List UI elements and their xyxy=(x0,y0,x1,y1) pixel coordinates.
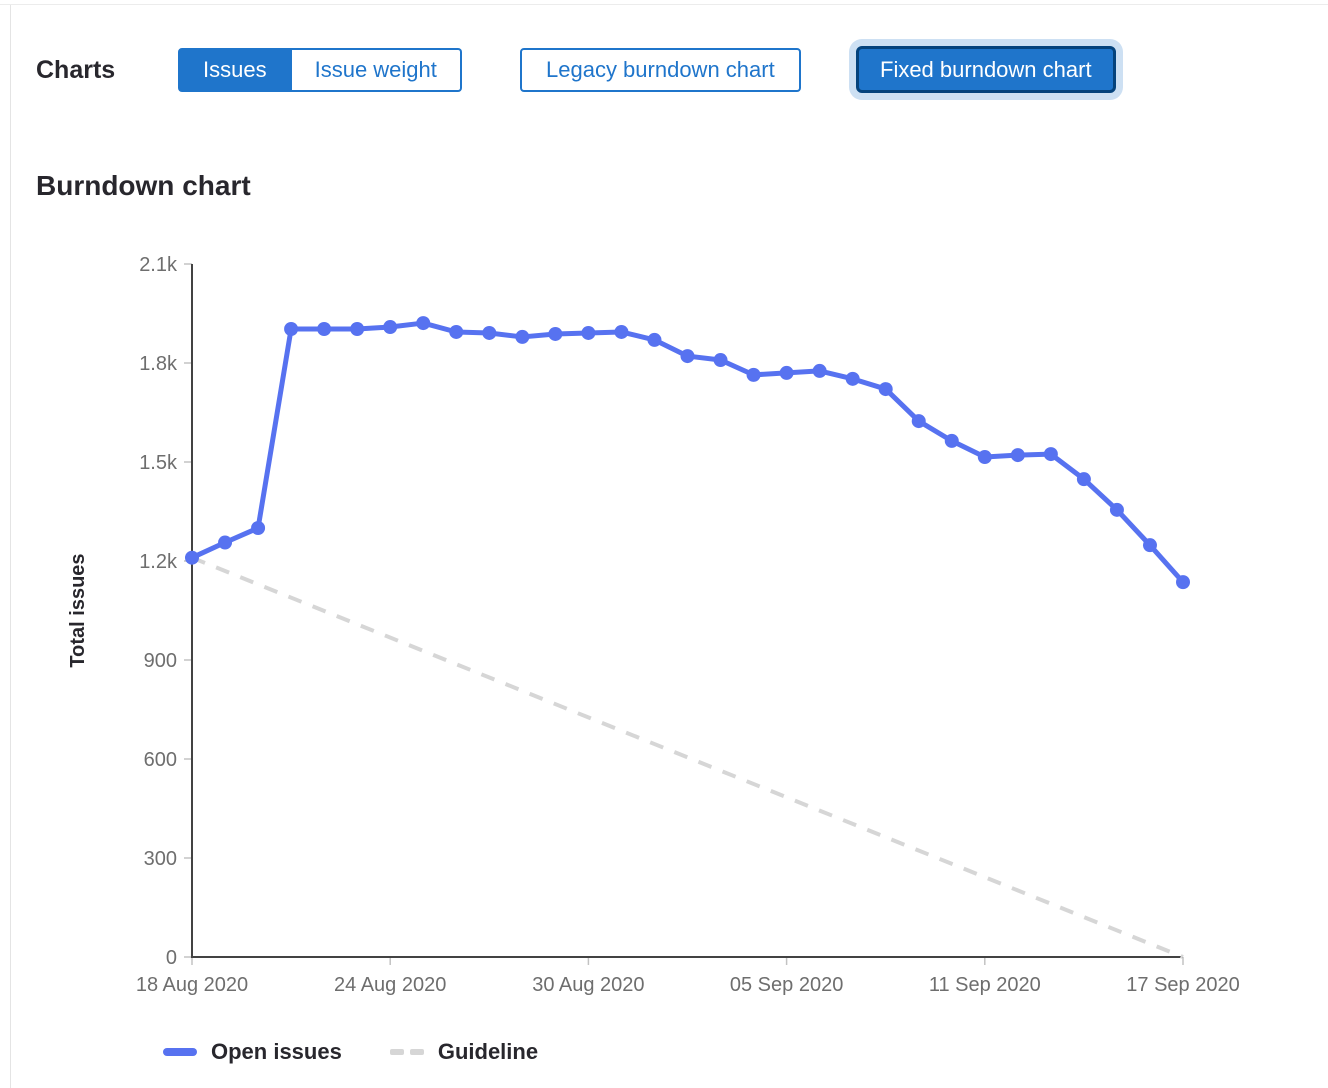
open-issues-data-point xyxy=(218,535,233,550)
open-issues-data-point xyxy=(1010,448,1025,463)
open-issues-data-point xyxy=(449,324,464,339)
open-issues-data-point xyxy=(779,365,794,380)
y-tick-label: 0 xyxy=(166,947,177,969)
open-issues-data-point xyxy=(284,322,299,337)
y-tick-label: 600 xyxy=(144,749,177,771)
legend-item-open-issues: Open issues xyxy=(163,1039,342,1065)
open-issues-data-point xyxy=(977,450,992,465)
y-tick-label: 300 xyxy=(144,848,177,870)
burndown-chart: 0 300 600 900 1.2k 1.5k 1.8k 2.1k 18 Aug 2020 24 … xyxy=(0,230,1328,1020)
charts-label: Charts xyxy=(36,56,116,84)
burndown-chart-svg: 0 300 600 900 1.2k 1.5k 1.8k 2.1k 18 Aug 2020 24 … xyxy=(67,254,1240,996)
left-border-line xyxy=(10,5,11,1088)
legend-label-open-issues: Open issues xyxy=(211,1039,342,1064)
toggle-issue-weight-button[interactable]: Issue weight xyxy=(291,48,462,92)
open-issues-data-point xyxy=(680,349,695,364)
y-tick-label: 2.1k xyxy=(139,254,178,276)
charts-header: Charts Issues Issue weight Legacy burndo… xyxy=(0,0,1328,140)
guideline-line xyxy=(191,555,1184,959)
open-issues-data-point xyxy=(713,353,728,368)
open-issues-data-point xyxy=(185,550,199,565)
x-tick-label: 11 Sep 2020 xyxy=(929,974,1041,996)
open-issues-line-swatch xyxy=(163,1048,197,1056)
open-issues-data-point xyxy=(647,332,662,347)
open-issues-data-point xyxy=(482,325,497,340)
open-issues-data-point xyxy=(1109,502,1124,517)
open-issues-data-point xyxy=(812,363,827,378)
fixed-burndown-chart-button[interactable]: Fixed burndown chart xyxy=(856,46,1116,93)
chart-legend: Open issues Guideline xyxy=(163,1032,538,1072)
open-issues-data-point xyxy=(416,316,431,331)
open-issues-data-point xyxy=(1142,538,1157,553)
y-tick-label: 1.8k xyxy=(139,353,178,375)
toggle-issues-button[interactable]: Issues xyxy=(178,48,292,92)
open-issues-data-point xyxy=(944,433,959,448)
open-issues-data-point xyxy=(1076,472,1091,487)
open-issues-data-point xyxy=(878,382,893,397)
open-issues-data-point xyxy=(1176,575,1190,590)
y-axis-title: Total issues xyxy=(67,553,89,667)
open-issues-data-point xyxy=(350,322,365,337)
open-issues-data-point xyxy=(614,324,629,339)
issue-type-toggle: Issues Issue weight xyxy=(178,48,462,92)
open-issues-data-point xyxy=(911,414,926,429)
open-issues-data-point xyxy=(845,371,860,386)
x-tick-label: 05 Sep 2020 xyxy=(730,974,843,996)
open-issues-data-point xyxy=(548,326,563,341)
open-issues-data-point xyxy=(1043,447,1058,462)
top-border-line xyxy=(0,4,1328,5)
y-tick-label: 900 xyxy=(144,650,177,672)
open-issues-data-point xyxy=(581,325,596,340)
legend-item-guideline: Guideline xyxy=(389,1039,539,1065)
x-tick-label: 17 Sep 2020 xyxy=(1126,974,1239,996)
legend-label-guideline: Guideline xyxy=(437,1039,539,1064)
guideline-dash-swatch xyxy=(389,1049,424,1055)
x-tick-label: 18 Aug 2020 xyxy=(136,974,248,996)
y-tick-label: 1.5k xyxy=(139,452,178,474)
x-tick-label: 24 Aug 2020 xyxy=(334,974,446,996)
open-issues-data-point xyxy=(746,367,761,382)
y-tick-label: 1.2k xyxy=(139,551,178,573)
open-issues-data-point xyxy=(251,521,266,535)
page-title: Burndown chart xyxy=(36,170,251,201)
open-issues-data-point xyxy=(515,329,530,344)
x-tick-label: 30 Aug 2020 xyxy=(532,974,644,996)
open-issues-data-point xyxy=(383,320,398,335)
legacy-burndown-chart-button[interactable]: Legacy burndown chart xyxy=(520,48,801,92)
open-issues-data-point xyxy=(317,322,332,337)
